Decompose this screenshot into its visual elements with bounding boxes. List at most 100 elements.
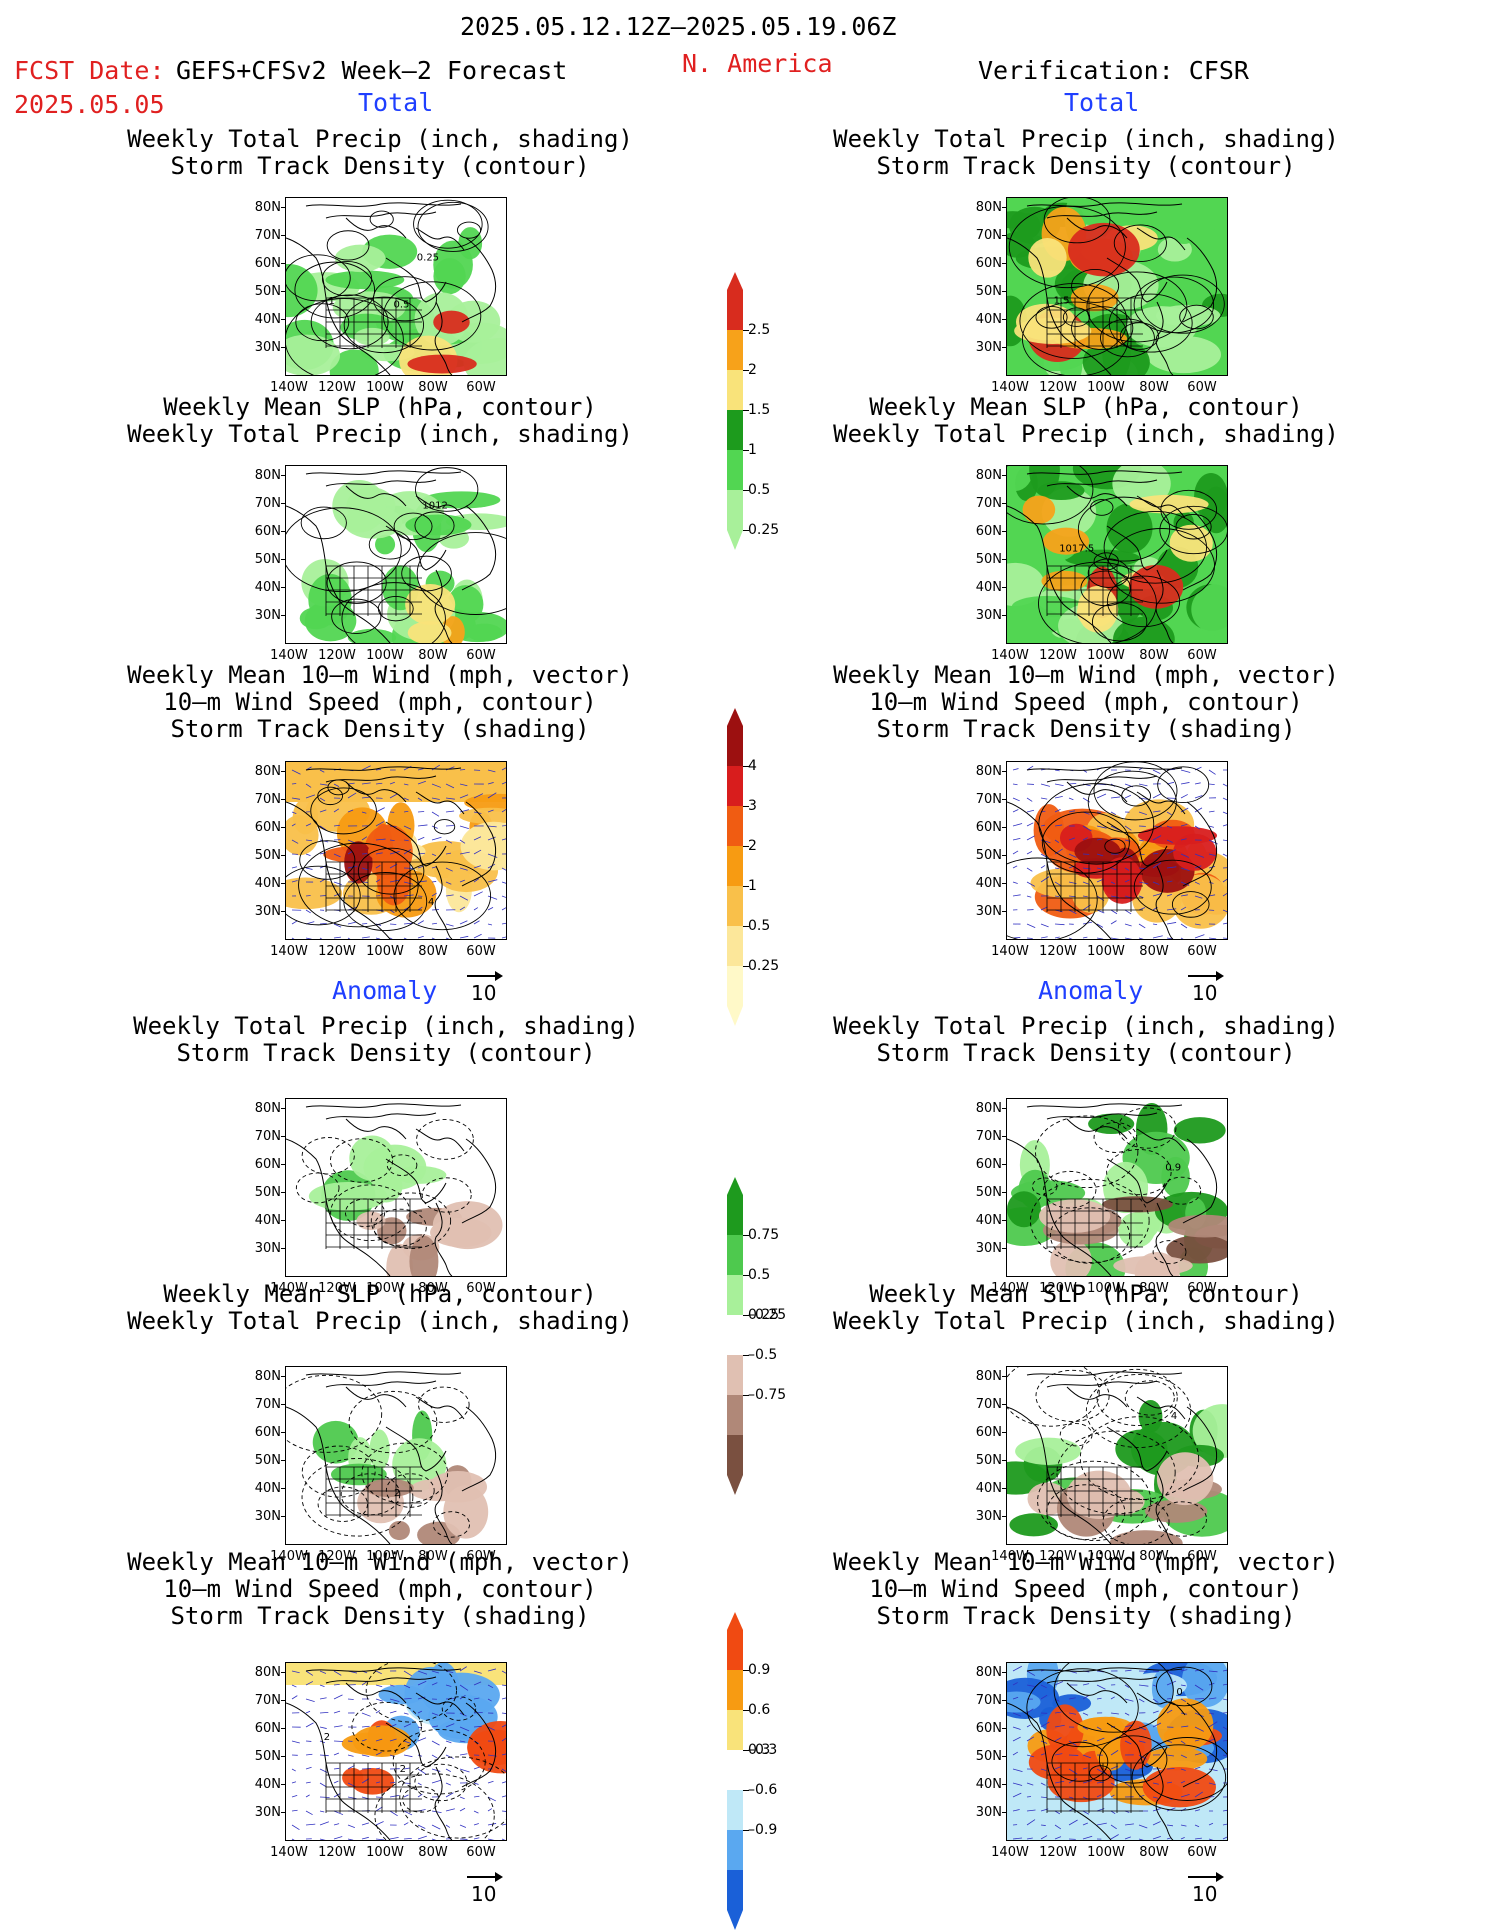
colorbar-tick xyxy=(743,330,749,331)
colorbar-label: 2 xyxy=(748,362,757,378)
lat-label: 30N xyxy=(966,608,1002,623)
colorbar-segment xyxy=(727,1710,743,1750)
title-line: 10–m Wind Speed (mph, contour) xyxy=(786,689,1386,716)
lat-label: 40N xyxy=(966,312,1002,327)
lat-label: 40N xyxy=(966,876,1002,891)
contour-label: 0.5 xyxy=(393,299,409,310)
colorbar-segment xyxy=(727,1750,743,1790)
vector-reference-arrow xyxy=(1188,1876,1222,1878)
lat-tick xyxy=(1002,1376,1007,1377)
lon-label: 60W xyxy=(459,1281,503,1296)
lat-label: 50N xyxy=(966,1453,1002,1468)
lat-label: 70N xyxy=(245,1129,281,1144)
colorbar-tick xyxy=(743,766,749,767)
lat-label: 80N xyxy=(245,1369,281,1384)
fcst-precip-anom-map xyxy=(285,1098,507,1277)
verif-precip-total-title: Weekly Total Precip (inch, shading) Stor… xyxy=(786,126,1386,180)
colorbar-segment xyxy=(727,966,743,1006)
lat-tick xyxy=(1002,1432,1007,1433)
colorbar-label: –0.6 xyxy=(748,1782,777,1798)
title-line: Weekly Mean SLP (hPa, contour) xyxy=(786,394,1386,421)
title-line: Storm Track Density (shading) xyxy=(80,1603,680,1630)
lon-label: 120W xyxy=(1036,944,1080,959)
lat-label: 40N xyxy=(245,580,281,595)
lat-tick xyxy=(1002,347,1007,348)
lat-label: 30N xyxy=(966,904,1002,919)
lat-label: 80N xyxy=(966,1101,1002,1116)
lat-label: 50N xyxy=(966,284,1002,299)
lat-label: 60N xyxy=(245,256,281,271)
lat-tick xyxy=(1002,799,1007,800)
lon-label: 80W xyxy=(1132,1281,1176,1296)
title-line: 10–m Wind Speed (mph, contour) xyxy=(786,1576,1386,1603)
verif-total-label: Total xyxy=(1064,90,1139,115)
lat-tick xyxy=(281,1404,286,1405)
lat-label: 80N xyxy=(966,764,1002,779)
fcst-slp-total-map: 1012 xyxy=(285,465,507,644)
lat-tick xyxy=(281,799,286,800)
colorbar-label: 2 xyxy=(748,838,757,854)
lat-tick xyxy=(1002,207,1007,208)
colorbar-tick xyxy=(743,1395,749,1396)
lat-label: 70N xyxy=(245,792,281,807)
lat-tick xyxy=(1002,1784,1007,1785)
verif-wind-total-map xyxy=(1006,761,1228,940)
lat-label: 60N xyxy=(245,1157,281,1172)
colorbar-tick xyxy=(743,1315,749,1316)
colorbar-bottom-triangle xyxy=(727,1910,743,1930)
colorbar-tick xyxy=(743,926,749,927)
lat-tick xyxy=(281,1700,286,1701)
verif-precip-anom-map-canvas: 0.9 xyxy=(1007,1099,1227,1276)
colorbar-tick xyxy=(743,450,749,451)
colorbar-tick xyxy=(743,846,749,847)
verif-precip-anom-title: Weekly Total Precip (inch, shading) Stor… xyxy=(786,1013,1386,1067)
lat-label: 40N xyxy=(966,1481,1002,1496)
lon-label: 100W xyxy=(1084,1549,1128,1564)
verif-precip-total-map-canvas: 1.5 xyxy=(1007,198,1227,375)
lon-label: 120W xyxy=(315,1549,359,1564)
lon-label: 60W xyxy=(1180,380,1224,395)
vector-reference-arrow xyxy=(467,975,501,977)
lat-tick xyxy=(1002,911,1007,912)
lon-label: 140W xyxy=(267,1281,311,1296)
colorbar-segment xyxy=(727,846,743,886)
contour-label: 1017.5 xyxy=(1059,544,1094,555)
vector-reference-value: 10 xyxy=(471,1882,496,1906)
contour-label: 4 xyxy=(1171,1411,1177,1422)
lon-label: 140W xyxy=(267,1549,311,1564)
lat-tick xyxy=(281,1460,286,1461)
lat-tick xyxy=(281,1220,286,1221)
colorbar-segment xyxy=(727,1235,743,1275)
lat-label: 40N xyxy=(245,312,281,327)
lat-label: 50N xyxy=(966,1185,1002,1200)
lon-label: 120W xyxy=(1036,1549,1080,1564)
title-line: Weekly Total Precip (inch, shading) xyxy=(86,1013,686,1040)
lat-label: 60N xyxy=(245,1721,281,1736)
colorbar-segment xyxy=(727,1830,743,1870)
lat-label: 60N xyxy=(966,1425,1002,1440)
lat-tick xyxy=(281,1812,286,1813)
lat-tick xyxy=(281,1432,286,1433)
colorbar-bottom-triangle xyxy=(727,1475,743,1495)
colorbar-label: 1 xyxy=(748,878,757,894)
fcst-wind-anom-map-canvas: 22 xyxy=(286,1663,506,1840)
lat-tick xyxy=(1002,291,1007,292)
colorbar-top-triangle xyxy=(727,1177,743,1195)
contour-label: 0.25 xyxy=(417,252,439,263)
fcst-date-label: FCST Date: xyxy=(14,58,165,83)
lat-tick xyxy=(281,503,286,504)
colorbar-tick xyxy=(743,490,749,491)
lat-label: 30N xyxy=(245,1805,281,1820)
lon-label: 80W xyxy=(411,1845,455,1860)
lat-label: 80N xyxy=(245,1665,281,1680)
lon-label: 80W xyxy=(1132,380,1176,395)
lon-label: 120W xyxy=(1036,1845,1080,1860)
lon-label: 100W xyxy=(363,1281,407,1296)
verif-wind-anom-map-canvas: 0 xyxy=(1007,1663,1227,1840)
lat-label: 30N xyxy=(966,1805,1002,1820)
lat-tick xyxy=(281,1784,286,1785)
lat-label: 30N xyxy=(966,1509,1002,1524)
lat-label: 60N xyxy=(966,256,1002,271)
colorbar-segment xyxy=(727,370,743,410)
